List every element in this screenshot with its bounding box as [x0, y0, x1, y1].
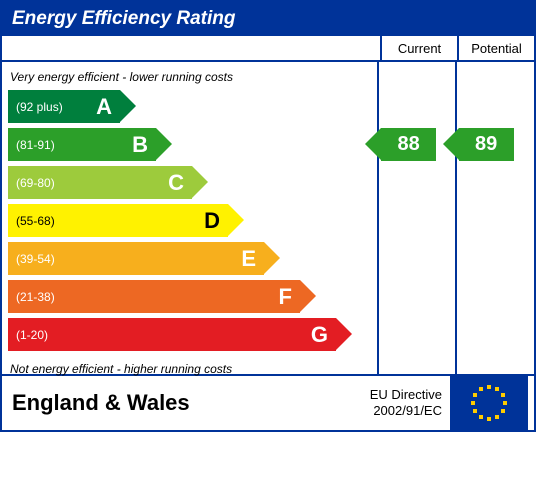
eu-star-icon — [495, 387, 499, 391]
footer: England & Wales EU Directive 2002/91/EC — [2, 376, 534, 430]
eu-star-icon — [487, 417, 491, 421]
score-potential: 89 — [459, 128, 514, 161]
band-arrow-icon — [336, 318, 352, 350]
directive-line2: 2002/91/EC — [294, 403, 442, 419]
eu-star-icon — [479, 387, 483, 391]
eu-star-icon — [471, 401, 475, 405]
caption-bottom: Not energy efficient - higher running co… — [8, 356, 377, 378]
eu-star-icon — [501, 393, 505, 397]
band-letter: C — [168, 170, 184, 196]
band-bar-d: (55-68) D — [8, 204, 228, 237]
caption-top: Very energy efficient - lower running co… — [8, 68, 377, 90]
band-range: (55-68) — [16, 214, 55, 228]
band-letter: A — [96, 94, 112, 120]
directive-line1: EU Directive — [294, 387, 442, 403]
header-spacer — [2, 36, 382, 62]
band-e: (39-54) E — [8, 242, 377, 275]
band-arrow-icon — [300, 280, 316, 312]
band-letter: G — [311, 322, 328, 348]
score-arrow-icon — [443, 128, 459, 160]
band-bar-f: (21-38) F — [8, 280, 300, 313]
band-arrow-icon — [120, 90, 136, 122]
band-letter: F — [279, 284, 292, 310]
band-arrow-icon — [192, 166, 208, 198]
footer-directive: EU Directive 2002/91/EC — [294, 387, 450, 418]
header-potential: Potential — [459, 36, 534, 62]
band-letter: E — [241, 246, 256, 272]
band-range: (69-80) — [16, 176, 55, 190]
bands-column: Very energy efficient - lower running co… — [2, 62, 379, 374]
band-g: (1-20) G — [8, 318, 377, 351]
band-range: (39-54) — [16, 252, 55, 266]
current-column: 88 — [379, 62, 456, 374]
band-range: (92 plus) — [16, 100, 63, 114]
band-a: (92 plus) A — [8, 90, 377, 123]
band-f: (21-38) F — [8, 280, 377, 313]
eu-star-icon — [495, 415, 499, 419]
eu-star-icon — [503, 401, 507, 405]
band-bar-b: (81-91) B — [8, 128, 156, 161]
eu-star-icon — [501, 409, 505, 413]
band-range: (21-38) — [16, 290, 55, 304]
eu-star-icon — [479, 415, 483, 419]
band-bar-e: (39-54) E — [8, 242, 264, 275]
band-arrow-icon — [264, 242, 280, 274]
score-arrow-icon — [365, 128, 381, 160]
score-current: 88 — [381, 128, 436, 161]
band-c: (69-80) C — [8, 166, 377, 199]
header-row: Current Potential — [2, 36, 534, 62]
band-letter: D — [204, 208, 220, 234]
chart-title: Energy Efficiency Rating — [2, 2, 534, 36]
footer-region: England & Wales — [2, 390, 294, 416]
potential-column: 89 — [457, 62, 534, 374]
band-letter: B — [132, 132, 148, 158]
band-bar-c: (69-80) C — [8, 166, 192, 199]
band-bar-a: (92 plus) A — [8, 90, 120, 123]
band-arrow-icon — [156, 128, 172, 160]
eu-star-icon — [487, 385, 491, 389]
band-d: (55-68) D — [8, 204, 377, 237]
chart-body: Very energy efficient - lower running co… — [2, 62, 534, 376]
eu-star-icon — [473, 409, 477, 413]
band-bar-g: (1-20) G — [8, 318, 336, 351]
header-current: Current — [382, 36, 459, 62]
eu-star-icon — [473, 393, 477, 397]
epc-chart: Energy Efficiency Rating Current Potenti… — [0, 0, 536, 432]
band-range: (1-20) — [16, 328, 48, 342]
band-range: (81-91) — [16, 138, 55, 152]
band-b: (81-91) B — [8, 128, 377, 161]
band-arrow-icon — [228, 204, 244, 236]
eu-flag-icon — [450, 376, 528, 430]
